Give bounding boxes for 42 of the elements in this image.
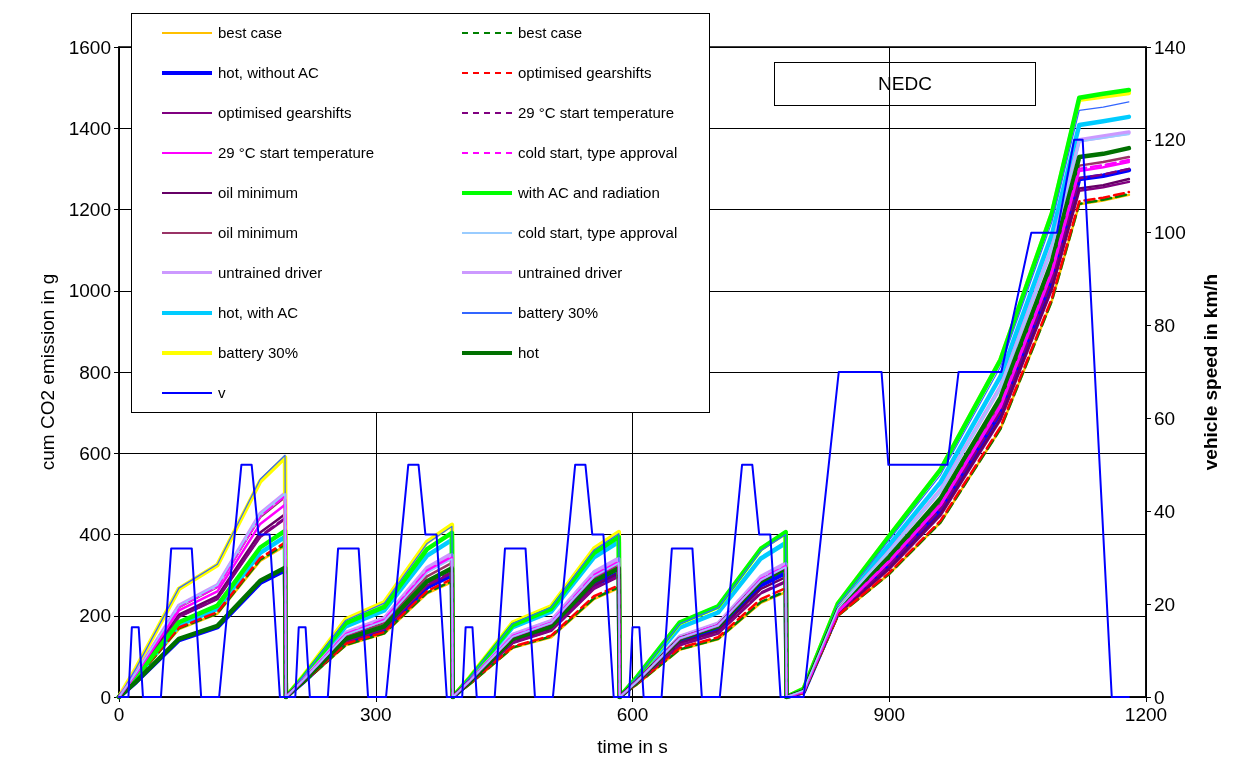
x-tick-label: 300 <box>359 704 392 725</box>
legend-label: oil minimum <box>218 224 299 241</box>
y-axis-title: cum CO2 emission in g <box>37 273 58 471</box>
legend-label: optimised gearshifts <box>218 104 352 121</box>
legend-label: battery 30% <box>218 344 299 361</box>
y-tick-label: 600 <box>79 442 111 464</box>
y2-tick-label: 40 <box>1154 500 1176 522</box>
legend-label: best case <box>218 24 283 41</box>
y-tick-label: 1200 <box>68 199 111 220</box>
x-tick-label: 900 <box>873 704 906 725</box>
y2-tick-label: 60 <box>1154 407 1176 429</box>
legend-label: cold start, type approval <box>518 144 678 161</box>
legend-label: battery 30% <box>518 304 599 321</box>
y-tick-label: 800 <box>79 361 111 383</box>
legend-label: hot, without AC <box>218 64 319 81</box>
y2-tick-label: 120 <box>1154 129 1186 151</box>
y2-axis-title: vehicle speed in km/h <box>1200 273 1221 471</box>
y-tick-label: 1000 <box>68 280 111 302</box>
legend-label: cold start, type approval <box>518 224 678 241</box>
legend-label: with AC and radiation <box>518 184 660 201</box>
y2-tick-label: 100 <box>1154 222 1186 244</box>
legend-label: best case <box>518 24 583 41</box>
legend-label: 29 °C start temperature <box>218 144 375 161</box>
legend-label: oil minimum <box>218 184 299 201</box>
y2-tick-label: 20 <box>1154 593 1176 615</box>
y2-tick-label: 140 <box>1154 36 1186 58</box>
x-axis-title: time in s <box>597 736 668 757</box>
y-tick-label: 1400 <box>68 117 111 139</box>
legend-label: untrained driver <box>518 264 623 281</box>
legend-label: untrained driver <box>218 264 323 281</box>
y2-tick-label: 80 <box>1154 315 1176 337</box>
legend-label: 29 °C start temperature <box>518 104 675 121</box>
x-tick-label: 0 <box>113 704 125 725</box>
legend-label: hot <box>518 344 539 361</box>
legend-label: optimised gearshifts <box>518 64 652 81</box>
y-tick-label: 1600 <box>68 36 111 58</box>
legend-label: hot, with AC <box>218 304 299 321</box>
y-tick-label: 200 <box>79 605 111 627</box>
y-tick-label: 0 <box>100 686 111 708</box>
y-tick-label: 400 <box>79 524 111 545</box>
legend-label: v <box>218 384 226 401</box>
x-tick-label: 600 <box>616 704 649 725</box>
